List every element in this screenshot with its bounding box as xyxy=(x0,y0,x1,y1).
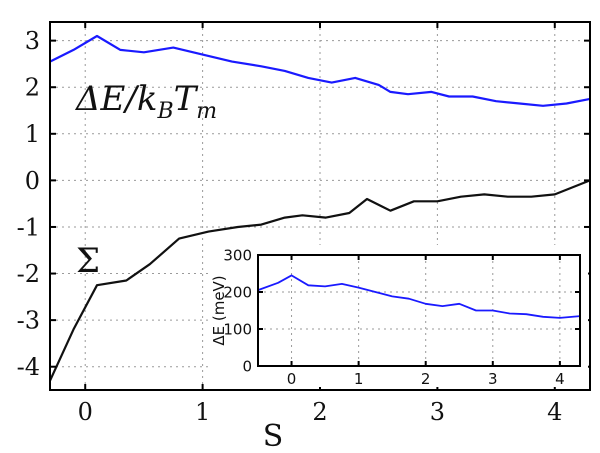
main-series-line-1 xyxy=(49,34,591,107)
main-x-tick-label: 0 xyxy=(78,398,93,426)
inset-x-tick-label: 3 xyxy=(488,370,498,388)
inset-background xyxy=(212,245,588,387)
sigma-series-label: Σ xyxy=(76,241,100,281)
inset-series-line xyxy=(257,274,581,319)
delta-e-series-label: ΔE/kBTm xyxy=(74,79,217,124)
delta-e-label-sub-m: m xyxy=(196,99,217,124)
inset-x-tick-label: 2 xyxy=(421,370,431,388)
inset-y-tick-label: 200 xyxy=(223,283,252,301)
delta-e-label-sub-b: B xyxy=(156,99,173,124)
main-x-tick-label: 2 xyxy=(312,398,327,426)
delta-e-label-t: T xyxy=(174,79,199,119)
main-y-tick-label: -4 xyxy=(17,353,40,381)
inset-ticks: 0 1 2 3 4 0 100 200 300 xyxy=(223,246,580,388)
inset-y-tick-label: 100 xyxy=(223,320,252,338)
inset-y-axis-label: ΔE (meV) xyxy=(210,275,228,345)
main-y-tick-label: -3 xyxy=(17,307,40,335)
main-y-tick-label: 1 xyxy=(25,120,40,148)
main-y-tick-label: -1 xyxy=(17,213,40,241)
inset-x-tick-label: 4 xyxy=(555,370,565,388)
main-y-tick-label: -2 xyxy=(17,260,40,288)
inset-y-tick-label: 0 xyxy=(242,357,252,375)
main-x-tick-label: 3 xyxy=(430,398,445,426)
inset-chart: 0 1 2 3 4 0 100 200 300 ΔE (meV) xyxy=(210,245,588,388)
main-x-tick-label: 1 xyxy=(195,398,210,426)
inset-x-tick-label: 1 xyxy=(354,370,364,388)
main-series-lines xyxy=(48,34,591,382)
main-series-line-2 xyxy=(48,179,591,382)
delta-e-label-main: ΔE/k xyxy=(74,79,157,119)
x-axis-label: S xyxy=(263,419,284,453)
inset-plot-frame xyxy=(257,254,581,367)
main-y-tick-label: 3 xyxy=(25,27,40,55)
inset-y-tick-label: 300 xyxy=(223,246,252,264)
main-y-tick-label: 2 xyxy=(25,74,40,102)
inset-x-tick-label: 0 xyxy=(287,370,297,388)
main-x-tick-label: 4 xyxy=(547,398,562,426)
main-y-tick-label: 0 xyxy=(25,167,40,195)
inset-series-line-1 xyxy=(257,274,581,319)
